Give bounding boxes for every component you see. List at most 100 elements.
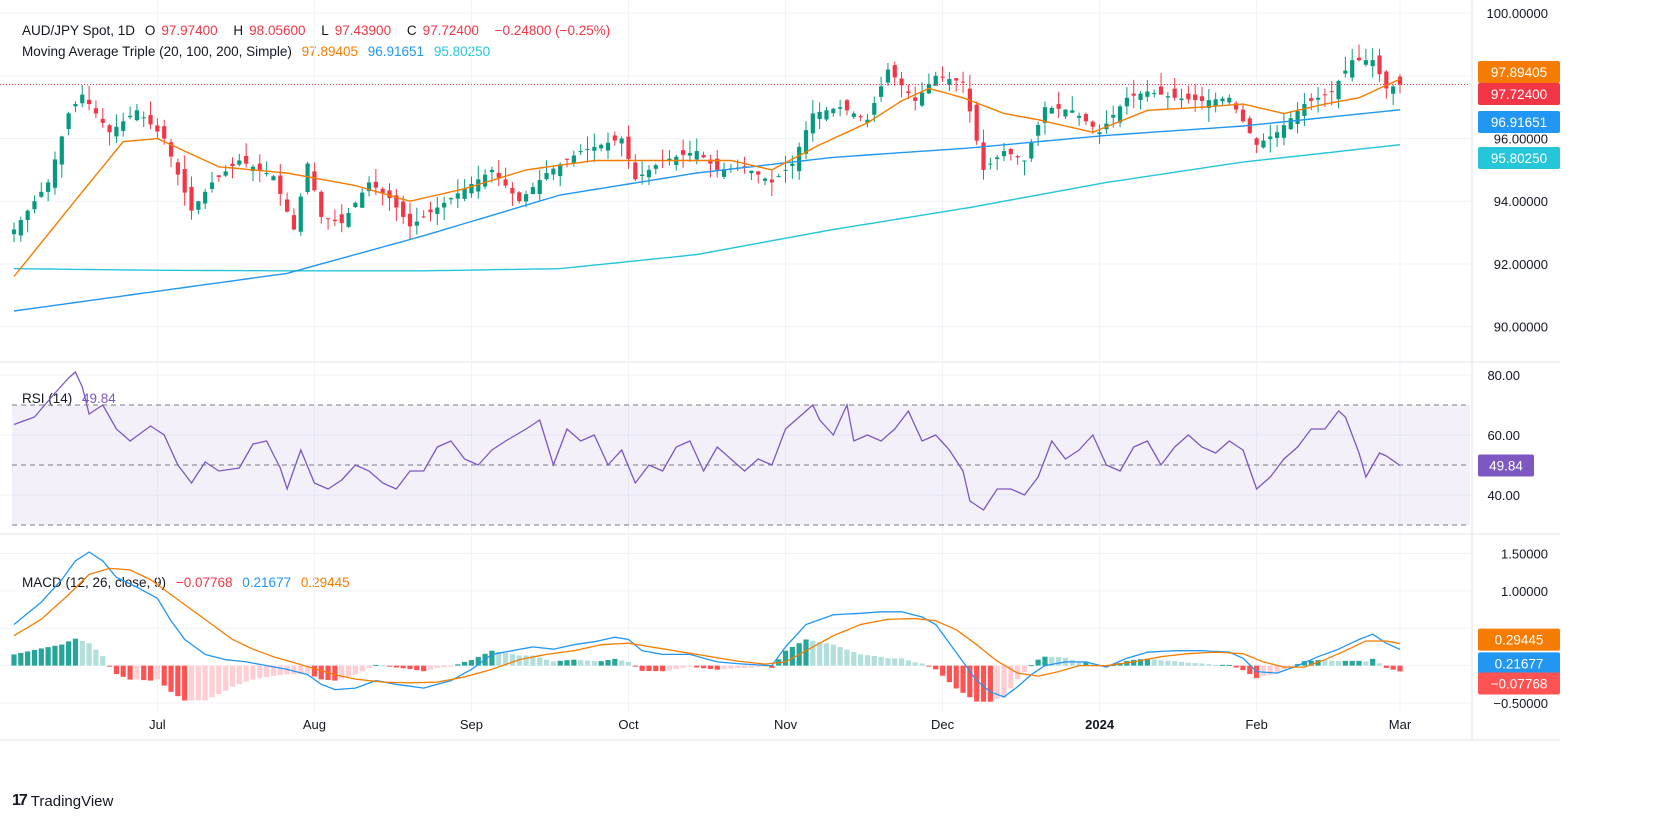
candle[interactable]	[995, 154, 1000, 171]
candle[interactable]	[974, 101, 979, 145]
candle[interactable]	[681, 139, 686, 168]
candle[interactable]	[189, 176, 194, 220]
candle[interactable]	[182, 155, 187, 206]
candle[interactable]	[476, 165, 481, 199]
candle[interactable]	[783, 155, 788, 183]
candle[interactable]	[121, 112, 126, 137]
candles[interactable]	[11, 44, 1403, 243]
candle[interactable]	[1254, 137, 1259, 154]
candle[interactable]	[264, 161, 269, 177]
candle[interactable]	[885, 63, 891, 87]
candle[interactable]	[578, 144, 583, 156]
candle[interactable]	[1275, 125, 1280, 147]
candle[interactable]	[353, 201, 358, 208]
candle[interactable]	[1397, 74, 1403, 94]
candle[interactable]	[1329, 81, 1334, 106]
candle[interactable]	[1152, 89, 1157, 98]
candle[interactable]	[879, 76, 884, 102]
candle[interactable]	[564, 158, 570, 168]
candle[interactable]	[708, 154, 713, 178]
candle[interactable]	[1001, 142, 1007, 162]
candle[interactable]	[1240, 104, 1246, 123]
candle[interactable]	[114, 114, 119, 144]
candle[interactable]	[448, 197, 454, 205]
candle[interactable]	[1179, 88, 1184, 109]
candle[interactable]	[1227, 94, 1232, 105]
candle[interactable]	[155, 118, 160, 138]
candle[interactable]	[332, 209, 337, 226]
candle[interactable]	[325, 218, 331, 230]
candle[interactable]	[1199, 86, 1205, 110]
candle[interactable]	[1261, 133, 1266, 149]
candle[interactable]	[175, 158, 180, 186]
candle[interactable]	[599, 143, 604, 152]
candle[interactable]	[421, 210, 426, 218]
candle[interactable]	[544, 160, 549, 181]
candle[interactable]	[291, 208, 297, 231]
candle[interactable]	[162, 119, 167, 145]
candle[interactable]	[1131, 79, 1136, 109]
candle[interactable]	[107, 124, 112, 146]
candle[interactable]	[954, 77, 959, 92]
candle[interactable]	[517, 191, 522, 204]
candle[interactable]	[1350, 49, 1355, 82]
candle[interactable]	[926, 73, 931, 95]
candle[interactable]	[1124, 87, 1129, 115]
candle[interactable]	[626, 125, 631, 169]
candle[interactable]	[646, 165, 652, 186]
candle[interactable]	[216, 175, 221, 183]
candle[interactable]	[585, 136, 590, 163]
candle[interactable]	[1165, 91, 1170, 110]
candle[interactable]	[1363, 48, 1368, 67]
candle[interactable]	[394, 188, 399, 222]
candle[interactable]	[285, 192, 290, 213]
candle[interactable]	[510, 182, 515, 207]
candle[interactable]	[605, 132, 611, 159]
candle[interactable]	[209, 172, 215, 193]
candle[interactable]	[947, 71, 952, 92]
candle[interactable]	[407, 202, 413, 240]
candle[interactable]	[899, 71, 904, 98]
candle[interactable]	[80, 85, 85, 108]
candle[interactable]	[838, 99, 843, 117]
candle[interactable]	[25, 209, 30, 233]
candle[interactable]	[250, 164, 256, 182]
candle[interactable]	[148, 101, 153, 130]
candle[interactable]	[319, 190, 324, 224]
candle[interactable]	[39, 182, 44, 198]
candle[interactable]	[913, 86, 918, 111]
candle[interactable]	[401, 195, 406, 224]
candle[interactable]	[100, 107, 105, 128]
candle[interactable]	[257, 154, 262, 183]
candle[interactable]	[1158, 73, 1164, 95]
candle[interactable]	[1042, 101, 1048, 135]
candle[interactable]	[776, 173, 781, 178]
candle[interactable]	[1295, 102, 1300, 134]
candle[interactable]	[1015, 154, 1020, 165]
candle[interactable]	[674, 154, 679, 171]
candle[interactable]	[93, 100, 99, 119]
candle[interactable]	[127, 106, 133, 120]
candle[interactable]	[1056, 91, 1061, 118]
candle[interactable]	[1315, 87, 1321, 113]
candle[interactable]	[892, 61, 897, 87]
candle[interactable]	[66, 111, 71, 136]
candle[interactable]	[1104, 110, 1109, 134]
candle[interactable]	[360, 188, 365, 209]
candle[interactable]	[831, 107, 836, 117]
candle[interactable]	[715, 150, 720, 178]
candle[interactable]	[523, 190, 529, 208]
candle[interactable]	[1220, 96, 1225, 107]
candle[interactable]	[1377, 48, 1382, 82]
candle[interactable]	[387, 183, 392, 211]
candle[interactable]	[640, 161, 645, 185]
candle[interactable]	[619, 136, 624, 157]
candle[interactable]	[687, 140, 693, 162]
candle[interactable]	[1090, 120, 1095, 134]
candle[interactable]	[503, 167, 508, 189]
candle[interactable]	[1213, 92, 1218, 113]
candle[interactable]	[1070, 96, 1075, 113]
candle[interactable]	[981, 129, 986, 180]
candle[interactable]	[1206, 89, 1211, 123]
